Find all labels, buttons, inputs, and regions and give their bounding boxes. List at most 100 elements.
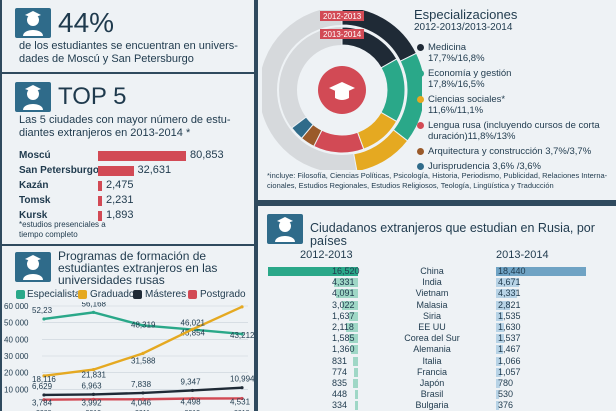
city-name: Moscú [19, 150, 51, 161]
series-point [91, 397, 96, 401]
value-2012-2013: 448 [332, 389, 348, 400]
value-2012-2013: 835 [332, 378, 348, 388]
bar-2013-2014 [496, 334, 504, 344]
bar-2012-2013 [353, 379, 358, 388]
data-label: 48,319 [131, 320, 156, 329]
legend-value: 17,7%/16,8% [428, 53, 485, 64]
value-2013-2014: 18,440 [498, 266, 526, 276]
legend-value: 11,6%/11,1% [428, 105, 484, 116]
value-2012-2013: 334 [332, 400, 348, 411]
country-name: Siria [422, 310, 441, 321]
series-point [42, 398, 46, 402]
bar-2012-2013 [341, 300, 358, 310]
bar-2012-2013 [355, 390, 358, 400]
bar-2012-2013 [355, 401, 358, 411]
city-bar [98, 196, 102, 206]
bar-2012-2013 [353, 356, 358, 366]
data-label: 4,531 [230, 397, 251, 406]
country-name: Italia [422, 355, 442, 366]
value-2012-2013: 16,520 [332, 266, 360, 276]
legend-label: Lengua rusa (incluyendo cursos de corta [428, 120, 600, 131]
graduation-cap-base [335, 91, 349, 100]
city-name: San Petersburgo [19, 165, 100, 176]
legend-value: duración)11,8%/13% [428, 131, 516, 142]
legend-especialistas: Especialistas [27, 289, 86, 300]
value-2012-2013: 4,331 [332, 277, 355, 288]
series-point [240, 396, 244, 401]
programs-title-1: Programas de formación de [58, 249, 207, 263]
series-point [190, 327, 195, 331]
donut-slice-2012 [353, 129, 409, 170]
donut-slice-2013 [313, 129, 365, 154]
bar-2013-2014 [496, 311, 504, 321]
legend-swatch-especialistas [16, 290, 25, 299]
country-name: India [422, 277, 442, 288]
series-point [91, 368, 96, 372]
data-label: 18,116 [32, 375, 56, 384]
value-2013-2014: 1,057 [498, 366, 521, 377]
city-bar [98, 211, 102, 221]
legend-swatch-masteres [133, 290, 142, 299]
data-label: 3,992 [82, 398, 103, 407]
specializations-title: Especializaciones [414, 7, 518, 22]
bar-2013-2014 [496, 278, 519, 288]
data-label: 45,854 [181, 329, 206, 338]
legend-label: Ciencias sociales* [428, 94, 506, 105]
bar-2012-2013 [349, 334, 358, 344]
data-label: 52,23 [32, 306, 53, 315]
value-2013-2014: 4,331 [498, 288, 521, 299]
specializations-note-1: *incluye: Filosofía, Ciencias Políticas,… [267, 171, 608, 180]
bar-2013-2014 [496, 300, 510, 310]
ring-label-bg [320, 29, 364, 39]
data-label: 6,629 [32, 382, 53, 391]
specializations-note-2: cionales, Estudios Regionales, Estudios … [267, 181, 554, 190]
series-point [91, 392, 96, 396]
legend-dot [417, 122, 424, 129]
legend-dot [417, 44, 424, 51]
bar-2013-2014 [496, 390, 499, 400]
legend-dot [417, 163, 424, 170]
legend-label: Arquitectura y construcción 3,7%/3,7% [428, 146, 592, 157]
value-2013-2014: 780 [498, 378, 514, 388]
data-label: 9,347 [181, 377, 202, 386]
series-point [190, 388, 195, 393]
series-point [141, 351, 145, 355]
value-2013-2014: 376 [498, 400, 514, 411]
top5-footnote-1: *estudios presenciales a [19, 220, 106, 229]
bar-2012-2013 [353, 367, 358, 377]
data-label: 21,831 [82, 371, 107, 380]
programs-title-3: universidades rusas [58, 273, 165, 287]
countries-header-right: 2013-2014 [496, 249, 549, 261]
bar-2012-2013 [346, 323, 358, 332]
city-value: 80,853 [190, 149, 224, 161]
value-2013-2014: 4,671 [498, 277, 521, 288]
country-name: Bulgaria [415, 400, 449, 411]
specializations-panel: 2012-2013 2013-2014 Especializaciones 201… [258, 0, 616, 200]
legend-masteres: Másteres [145, 289, 187, 300]
data-label: 46,021 [181, 318, 206, 327]
value-2013-2014: 530 [498, 389, 514, 400]
bar-2012-2013 [335, 289, 358, 299]
value-2012-2013: 1,360 [332, 344, 355, 355]
bar-2013-2014 [496, 379, 500, 388]
legend-label: Medicina [428, 42, 467, 53]
y-tick-label: 60 000 [4, 302, 29, 311]
value-2013-2014: 1,467 [498, 344, 521, 355]
top5-subtitle-1: Las 5 ciudades con mayor número de estu- [19, 114, 231, 126]
city-name: Kazán [19, 180, 49, 191]
percent-text-1: de los estudiantes se encuentran en univ… [19, 40, 238, 52]
bar-2012-2013 [349, 311, 358, 321]
bar-2013-2014 [496, 356, 502, 366]
city-name: Kursk [19, 210, 48, 221]
ring-label: 2012-2013 [323, 12, 362, 21]
legend-label: Economía y gestión [428, 68, 512, 79]
value-2012-2013: 1,585 [332, 333, 355, 344]
programs-title-2: estudiantes extranjeros en las [58, 261, 218, 275]
legend-dot [417, 96, 424, 103]
series-point [240, 332, 244, 336]
student-icon [15, 8, 51, 38]
student-icon [15, 82, 51, 112]
city-bar [98, 151, 186, 161]
legend-graduados: Graduados [90, 289, 140, 300]
